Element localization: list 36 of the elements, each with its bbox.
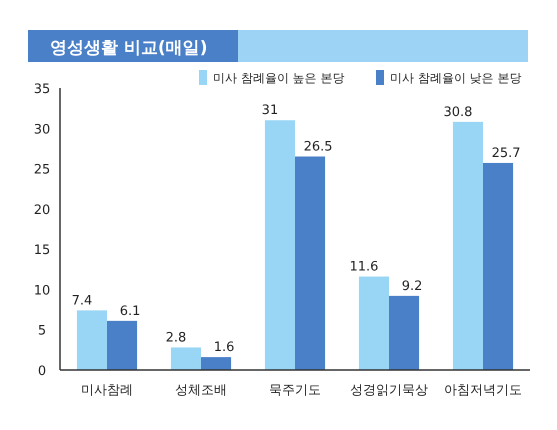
data-label: 25.7 [492, 146, 521, 161]
bar [201, 357, 232, 370]
bar [452, 122, 483, 370]
y-tick-label: 30 [34, 122, 50, 138]
data-label: 11.6 [349, 260, 378, 275]
y-tick-label: 15 [34, 243, 50, 258]
bar [483, 162, 514, 370]
y-tick-label: 10 [34, 283, 50, 298]
x-tick-label: 성경읽기묵상 [350, 383, 428, 398]
bar [295, 156, 326, 370]
bar [170, 347, 201, 370]
y-tick-label: 35 [34, 82, 50, 97]
legend-label: 미사 참례율이 높은 본당 [213, 71, 344, 85]
data-label: 31 [262, 103, 278, 118]
bar [76, 310, 107, 370]
y-tick-label: 5 [38, 324, 46, 339]
y-tick-label: 25 [34, 162, 50, 178]
x-tick-label: 아침저녁기도 [444, 383, 522, 398]
data-label: 7.4 [72, 293, 92, 308]
bar [107, 320, 138, 370]
chart-title: 영성생활 비교(매일) [50, 38, 208, 58]
bar [358, 276, 389, 370]
legend-label: 미사 참례율이 낮은 본당 [390, 71, 522, 85]
data-label: 26.5 [304, 139, 333, 154]
data-label: 1.6 [214, 340, 234, 356]
y-tick-label: 20 [34, 202, 50, 218]
data-label: 9.2 [402, 278, 422, 294]
y-tick-label: 0 [38, 364, 46, 379]
x-tick-label: 묵주기도 [269, 383, 321, 398]
bar [264, 120, 295, 370]
x-tick-label: 미사참례 [81, 383, 133, 398]
bar [389, 296, 420, 370]
data-label: 2.8 [166, 330, 186, 346]
x-tick-label: 성체조배 [175, 383, 227, 398]
data-label: 30.8 [443, 104, 472, 120]
data-label: 6.1 [120, 304, 140, 319]
